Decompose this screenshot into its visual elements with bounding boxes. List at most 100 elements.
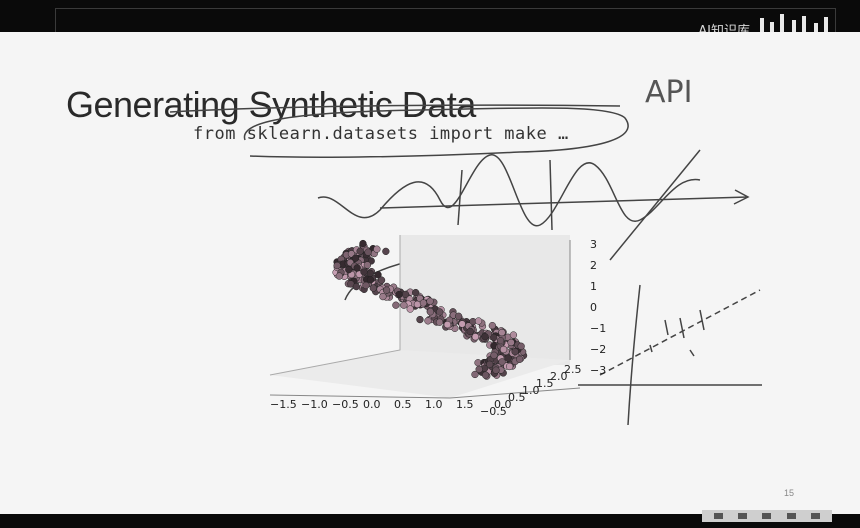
scatter-point [481, 333, 489, 341]
scatter-point [353, 264, 361, 272]
x-tick-label: 0.0 [363, 398, 381, 411]
scatter-point [474, 317, 483, 325]
scatter-point [392, 301, 400, 309]
scatter-point [363, 261, 372, 269]
scatter-point [471, 370, 479, 379]
sine-wave-drawing [317, 154, 701, 227]
z-tick-label: 2 [590, 259, 597, 272]
scatter-point [406, 305, 414, 313]
scatter-point [509, 331, 518, 339]
y-tick-label: 0.5 [508, 391, 526, 404]
x-axis-arrow [379, 196, 749, 209]
scatter-point [351, 254, 360, 262]
x-tick-label: 1.5 [456, 398, 474, 411]
scatter-point [362, 281, 370, 290]
scatter-point [366, 276, 375, 284]
scatter-point [333, 261, 341, 270]
code-underline-scribble [169, 104, 621, 113]
handwritten-api-label: API [645, 75, 692, 110]
x-tick-label: −0.5 [332, 398, 359, 411]
scatter-point [507, 338, 515, 347]
zoom-icon[interactable] [786, 513, 796, 519]
x-tick-label: −1.5 [270, 398, 297, 411]
slide-grid-icon[interactable] [762, 513, 772, 519]
floor-axis-line [269, 387, 581, 399]
z-tick-label: −3 [590, 364, 606, 377]
prev-slide-icon[interactable] [713, 513, 723, 519]
scatter-point [443, 320, 452, 329]
scatter-point [412, 288, 420, 297]
scatter-point [454, 312, 463, 320]
y-tick-label: −0.5 [480, 405, 507, 418]
window-frame-left [55, 8, 56, 32]
scatter-point [505, 362, 514, 371]
scatter-point [366, 269, 374, 277]
scatter-point [379, 292, 387, 301]
scatter-point [356, 247, 364, 255]
scatter-point [515, 355, 524, 363]
scatter-point [424, 317, 432, 325]
scatter-point [436, 308, 444, 316]
y-tick-label: 2.0 [550, 370, 568, 383]
scatter-points [332, 239, 528, 380]
scatter-point [517, 342, 525, 350]
scatter-point [373, 245, 381, 253]
z-tick-label: 1 [590, 280, 597, 293]
slide: Generating Synthetic Data from sklearn.d… [0, 32, 860, 514]
slide-number: 15 [783, 488, 794, 498]
scatter-point [364, 248, 372, 256]
scatter-point [511, 347, 519, 356]
scatter-point [360, 268, 368, 276]
next-slide-icon[interactable] [811, 513, 821, 519]
z-axis-ticks: 3 2 1 0 −1 −2 −3 [590, 238, 606, 377]
scatter-point [335, 272, 343, 280]
scatter-point [345, 266, 353, 274]
scatter-point [498, 358, 506, 366]
scatter-point [377, 276, 386, 284]
scatter-point [395, 290, 403, 299]
scatter-point [435, 318, 444, 326]
scatter-point [382, 247, 390, 256]
scatter-point [492, 366, 500, 374]
scatter-3d-plot: −1.5 −1.0 −0.5 0.0 0.5 1.0 1.5 −0.50.00.51.01.… [269, 235, 606, 418]
x-axis-arrowhead [733, 189, 750, 205]
scatter-point [458, 320, 466, 328]
scatter-point [416, 315, 424, 324]
z-tick-label: 3 [590, 238, 597, 251]
scatter-point [475, 365, 483, 373]
x-tick-label: −1.0 [301, 398, 328, 411]
scatter-point [490, 333, 498, 342]
scatter-point [382, 286, 391, 294]
scatter-point [374, 271, 382, 279]
diagonal-dash-line [599, 289, 761, 376]
y-tick-label: 1.5 [536, 377, 554, 390]
scatter-point [426, 297, 434, 305]
x-tick-label: 1.0 [425, 398, 443, 411]
scatter-point [400, 301, 408, 309]
y-axis-ticks: −0.50.00.51.01.52.02.5 [480, 363, 582, 418]
y-tick-label: 0.0 [494, 398, 512, 411]
window-frame-line [55, 8, 835, 9]
watermark-bars-icon [756, 14, 836, 32]
pen-tool-icon[interactable] [738, 513, 748, 519]
scatter-point [481, 371, 490, 379]
axis-vertical [627, 284, 641, 426]
scatter-point [359, 239, 367, 248]
scatter-point [486, 360, 494, 368]
scatter-point [401, 290, 410, 299]
y-tick-label: 1.0 [522, 384, 540, 397]
y-tick-label: 2.5 [564, 363, 582, 376]
scatter-point [488, 321, 496, 330]
z-tick-label: −1 [590, 322, 606, 335]
code-circle-annotation [243, 107, 629, 158]
scatter-point [426, 308, 435, 316]
presentation-toolbar[interactable] [702, 510, 832, 522]
scatter-point [499, 345, 508, 354]
small-marks [649, 309, 705, 357]
vertical-tick-1 [457, 169, 463, 226]
x-axis-ticks: −1.5 −1.0 −0.5 0.0 0.5 1.0 1.5 [270, 398, 474, 411]
scatter-point [471, 333, 480, 341]
scatter-point [352, 282, 361, 291]
scatter-point [504, 354, 512, 362]
